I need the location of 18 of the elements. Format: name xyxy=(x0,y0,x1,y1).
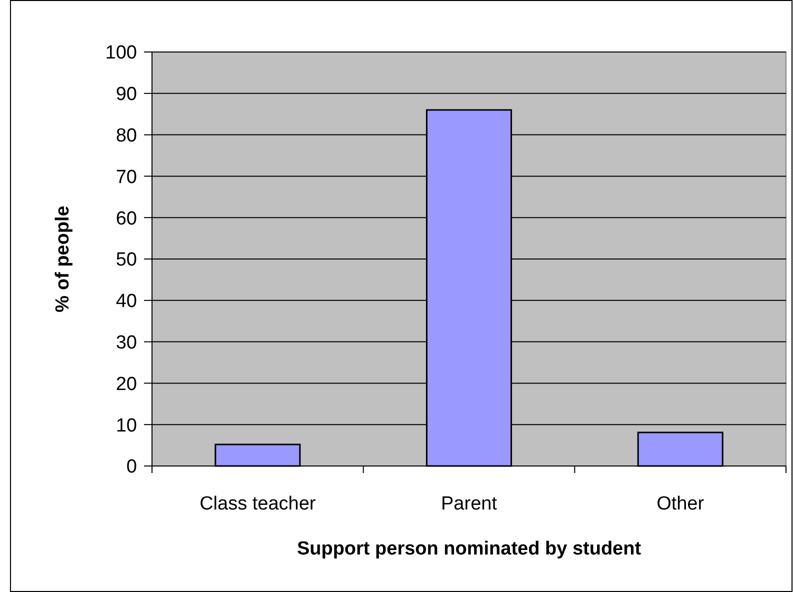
y-tick-label: 100 xyxy=(105,42,137,64)
y-tick-label: 0 xyxy=(126,456,137,478)
x-tick-label: Parent xyxy=(441,494,498,515)
y-tick-label: 90 xyxy=(116,84,137,106)
x-tick-label: Other xyxy=(656,494,705,515)
y-tick-label: 20 xyxy=(116,374,137,395)
bar xyxy=(637,432,724,467)
x-axis-title: Support person nominated by student xyxy=(296,538,642,560)
x-tick-label: Class teacher xyxy=(200,494,316,515)
y-tick-label: 60 xyxy=(116,208,137,230)
y-tick-label: 70 xyxy=(116,166,137,188)
y-tick-label: 10 xyxy=(116,415,137,436)
y-tick-label: 40 xyxy=(116,291,137,312)
y-tick-label: 80 xyxy=(116,125,137,146)
bar xyxy=(214,444,301,467)
y-axis-title: % of people xyxy=(52,206,74,312)
y-tick-label: 30 xyxy=(116,332,137,354)
y-tick-label: 50 xyxy=(116,250,137,271)
